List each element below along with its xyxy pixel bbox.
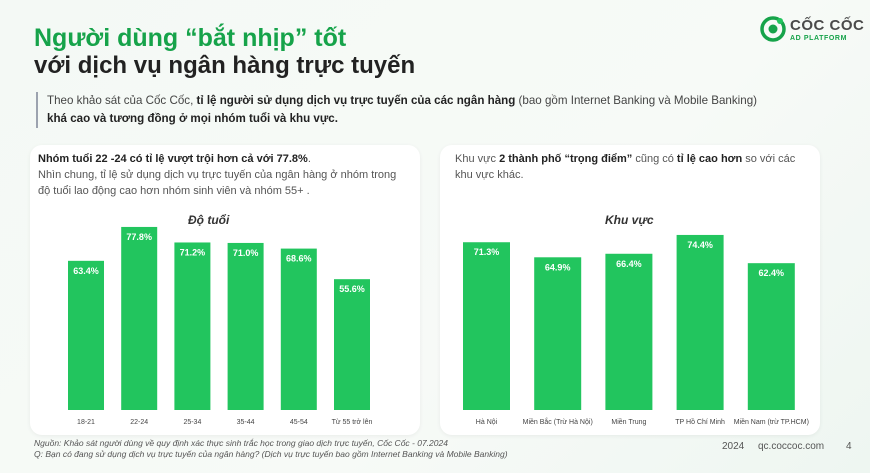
region-category-label: Miền Nam (trừ TP.HCM): [734, 417, 809, 426]
intro-text: Theo khảo sát của Cốc Cốc, tỉ lệ người s…: [36, 92, 827, 128]
region-bar: [748, 263, 795, 410]
region-bar-label: 66.4%: [616, 259, 642, 269]
footer-year: 2024: [722, 441, 744, 452]
age-category-label: 25-34: [183, 419, 201, 426]
age-bar: [121, 227, 157, 410]
footer-question: Q: Bạn có đang sử dụng dịch vụ trực tuyế…: [34, 449, 508, 460]
age-category-label: 18-21: [77, 419, 95, 426]
age-category-label: 22-24: [130, 419, 148, 426]
age-bar-label: 55.6%: [339, 284, 365, 294]
age-bar-label: 68.6%: [286, 254, 312, 264]
age-bar-label: 77.8%: [126, 232, 152, 242]
age-bar: [174, 242, 210, 410]
age-bar-label: 71.0%: [233, 248, 259, 258]
age-category-label: 45-54: [290, 419, 308, 426]
page-subtitle: với dịch vụ ngân hàng trực tuyến: [34, 52, 415, 80]
region-chart: 71.3% Hà Nội 64.9% Miền Bắc (Trừ Hà Nội) 66.…: [440, 145, 820, 435]
region-card: Khu vực 2 thành phố “trọng điểm” cũng có…: [440, 145, 820, 435]
intro-part1: Theo khảo sát của Cốc Cốc,: [47, 94, 197, 107]
age-bar-label: 63.4%: [73, 266, 99, 276]
intro-part2: (bao gồm Internet Banking và Mobile Bank…: [515, 94, 757, 107]
footer-page: 4: [846, 441, 852, 452]
logo-sub: AD PLATFORM: [790, 35, 847, 42]
age-bar-label: 71.2%: [180, 247, 206, 257]
region-bar: [463, 242, 510, 410]
footer-site: qc.coccoc.com: [758, 441, 824, 452]
age-card: Nhóm tuổi 22 -24 có tỉ lệ vượt trội hơn …: [30, 145, 420, 435]
coccoc-logo-icon: [760, 16, 786, 42]
age-bar: [281, 249, 317, 410]
region-bar-label: 64.9%: [545, 262, 571, 272]
logo-brand: CỐC CỐC: [790, 17, 864, 34]
age-chart: 63.4% 18-21 77.8% 22-24 71.2% 25-34 71.0% 35-44…: [30, 145, 420, 435]
age-category-label: Từ 55 trở lên: [332, 418, 373, 426]
region-bar: [534, 257, 581, 410]
region-bar: [677, 235, 724, 410]
age-bar: [334, 279, 370, 410]
region-bar-label: 71.3%: [474, 247, 500, 257]
region-bar-label: 74.4%: [687, 240, 713, 250]
coccoc-logo: CỐC CỐC AD PLATFORM: [760, 16, 852, 46]
region-category-label: TP Hồ Chí Minh: [675, 417, 725, 426]
intro-bold2: khá cao và tương đồng ở mọi nhóm tuổi và…: [47, 112, 338, 125]
age-bar: [68, 261, 104, 410]
footer-source: Nguồn: Khảo sát người dùng về quy định x…: [34, 438, 508, 449]
age-bar: [228, 243, 264, 410]
region-category-label: Miền Trung: [611, 417, 646, 426]
footer-note: Nguồn: Khảo sát người dùng về quy định x…: [34, 438, 508, 460]
age-category-label: 35-44: [237, 419, 255, 426]
intro-bold1: tỉ lệ người sử dụng dịch vụ trực tuyến c…: [197, 94, 516, 107]
page-title: Người dùng “bắt nhịp” tốt: [34, 24, 346, 53]
region-category-label: Hà Nội: [476, 419, 498, 426]
region-category-label: Miền Bắc (Trừ Hà Nội): [523, 417, 593, 426]
region-bar: [605, 254, 652, 410]
region-bar-label: 62.4%: [759, 268, 785, 278]
